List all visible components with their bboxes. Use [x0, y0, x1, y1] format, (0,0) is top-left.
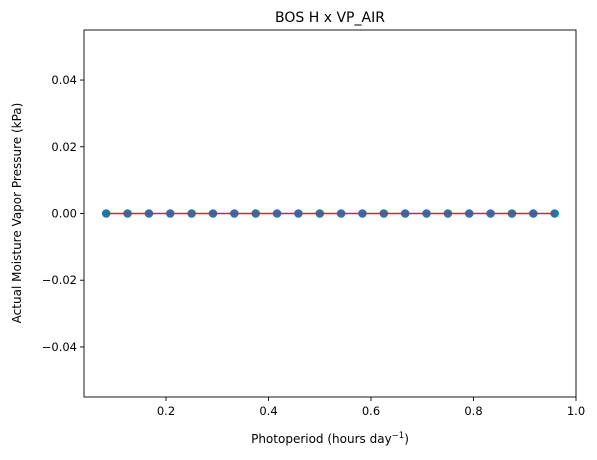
x-tick-label: 1.0 — [567, 404, 585, 418]
y-tick-label: 0.04 — [51, 73, 77, 87]
y-tick-label: −0.02 — [42, 273, 77, 287]
x-tick-label: 0.4 — [259, 404, 277, 418]
x-tick-label: 0.2 — [157, 404, 175, 418]
y-axis-label: Actual Moisture Vapor Pressure (kPa) — [10, 103, 24, 324]
y-tick-label: 0.00 — [51, 207, 77, 221]
x-tick-label: 0.6 — [362, 404, 380, 418]
chart-title: BOS H x VP_AIR — [275, 10, 385, 26]
y-axis: 0.04 0.02 0.00 −0.02 −0.04 — [42, 73, 84, 354]
x-axis: 0.2 0.4 0.6 0.8 1.0 — [157, 397, 585, 418]
x-axis-label: Photoperiod (hours day−1) — [251, 431, 409, 446]
x-tick-label: 0.8 — [464, 404, 482, 418]
y-tick-label: 0.02 — [51, 140, 77, 154]
plot-area — [101, 209, 559, 218]
x-axis-label-superscript: −1 — [392, 431, 405, 441]
y-tick-label: −0.04 — [42, 340, 77, 354]
